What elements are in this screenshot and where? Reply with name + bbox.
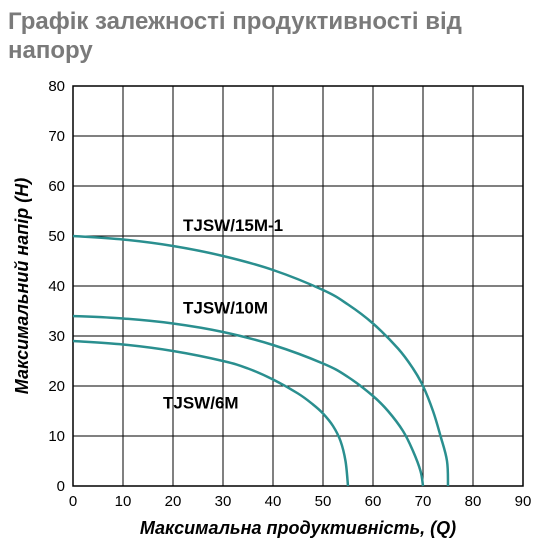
svg-text:80: 80 <box>465 493 482 510</box>
svg-text:0: 0 <box>57 478 65 495</box>
svg-text:40: 40 <box>265 493 282 510</box>
svg-text:50: 50 <box>315 493 332 510</box>
svg-text:TJSW/15M-1: TJSW/15M-1 <box>183 216 283 235</box>
svg-text:30: 30 <box>215 493 232 510</box>
svg-text:40: 40 <box>48 278 65 295</box>
svg-text:TJSW/10M: TJSW/10M <box>183 298 268 317</box>
svg-text:Максимальна продуктивність, (Q: Максимальна продуктивність, (Q) <box>140 518 456 538</box>
svg-text:70: 70 <box>415 493 432 510</box>
svg-text:0: 0 <box>69 493 77 510</box>
svg-text:Максимальний напір (H): Максимальний напір (H) <box>12 177 32 394</box>
svg-text:70: 70 <box>48 128 65 145</box>
svg-text:20: 20 <box>48 378 65 395</box>
svg-text:TJSW/6M: TJSW/6M <box>163 393 239 412</box>
svg-text:60: 60 <box>48 178 65 195</box>
svg-text:20: 20 <box>165 493 182 510</box>
svg-text:30: 30 <box>48 328 65 345</box>
chart-container: 0 10 20 30 40 50 60 70 80 90 0 10 20 30 40 50 60 70 80 TJSW… <box>8 76 537 546</box>
svg-text:10: 10 <box>48 428 65 445</box>
pump-performance-chart: 0 10 20 30 40 50 60 70 80 90 0 10 20 30 40 50 60 70 80 TJSW… <box>8 76 537 546</box>
svg-text:50: 50 <box>48 228 65 245</box>
svg-text:10: 10 <box>115 493 132 510</box>
svg-text:90: 90 <box>515 493 532 510</box>
svg-text:80: 80 <box>48 78 65 95</box>
svg-text:60: 60 <box>365 493 382 510</box>
chart-title: Графік залежності продуктивності від нап… <box>8 8 537 66</box>
